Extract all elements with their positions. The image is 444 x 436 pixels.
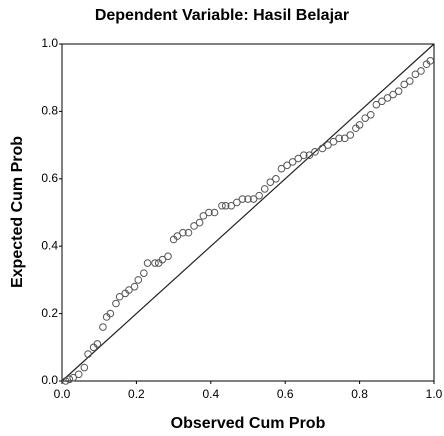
x-tick-label: 0.4	[202, 387, 219, 401]
x-tick-label: 1.0	[426, 387, 443, 401]
x-axis-label: Observed Cum Prob	[171, 415, 326, 432]
chart-title: Dependent Variable: Hasil Belajar	[95, 7, 349, 24]
y-axis-label: Expected Cum Prob	[9, 136, 26, 288]
x-tick-label: 0.0	[54, 387, 71, 401]
y-tick-label: 1.0	[41, 36, 58, 50]
y-tick-label: 0.4	[41, 238, 58, 252]
y-tick-label: 0.0	[41, 373, 58, 387]
x-tick-label: 0.2	[128, 387, 145, 401]
chart: Dependent Variable: Hasil Belajar Expect…	[0, 0, 444, 436]
y-tick-label: 0.2	[41, 306, 58, 320]
x-tick-label: 0.8	[351, 387, 368, 401]
y-tick-label: 0.8	[41, 104, 58, 118]
x-tick-label: 0.6	[277, 387, 294, 401]
y-tick-label: 0.6	[41, 171, 58, 185]
page: {"chart_data": {"type": "scatter", "titl…	[0, 0, 444, 436]
